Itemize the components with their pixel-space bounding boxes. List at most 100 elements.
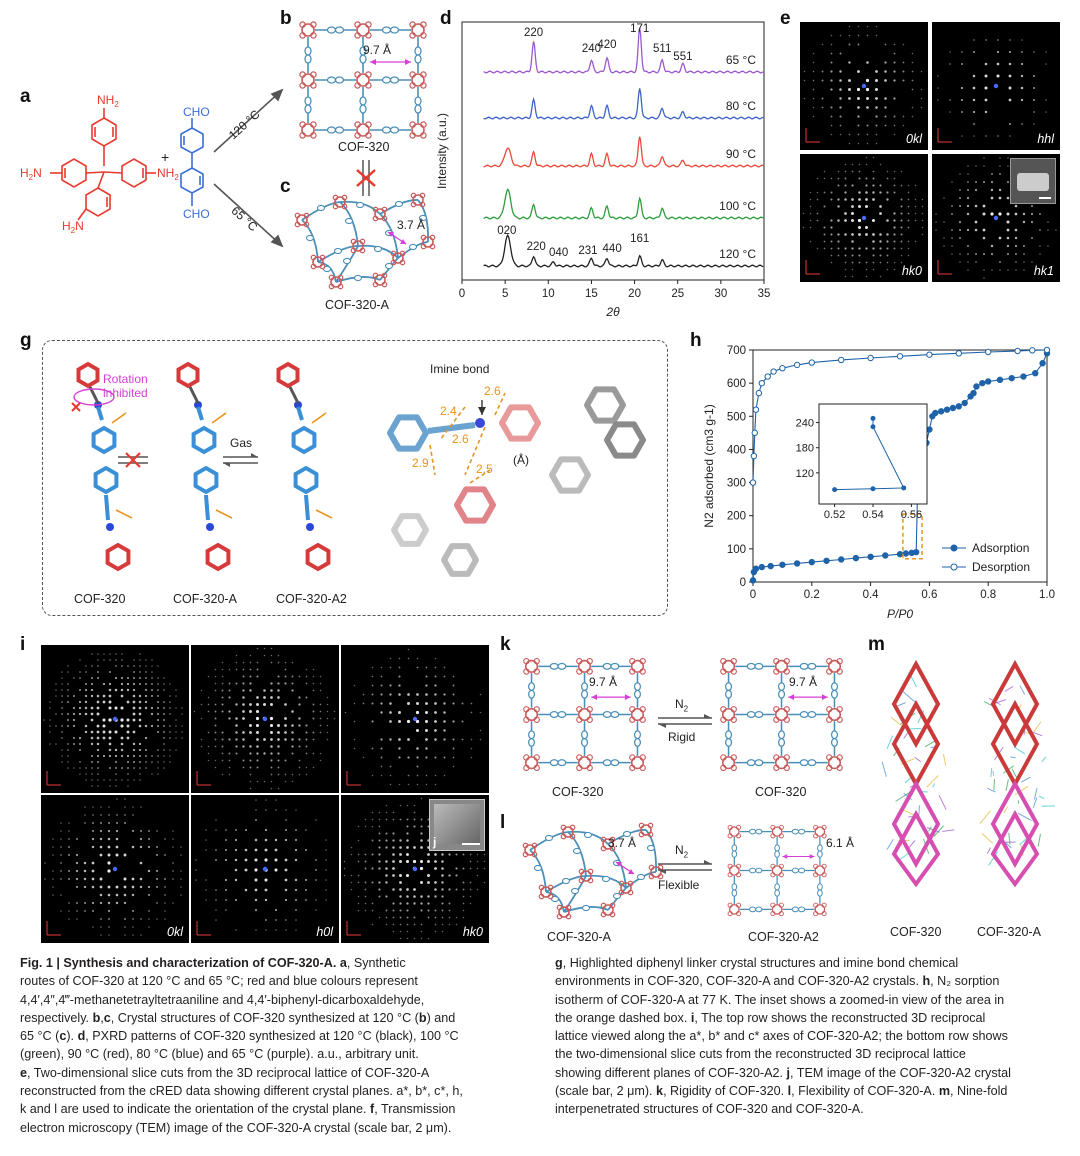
diffraction-spot (61, 707, 63, 709)
diffraction-spot (180, 894, 182, 896)
interpenetrated-structure-cof-320-a (975, 654, 1055, 894)
diffraction-spot (225, 859, 227, 861)
diffraction-spot (477, 861, 479, 863)
diffraction-spot (463, 917, 465, 919)
diffraction-spot (455, 853, 457, 855)
diffraction-spot (937, 75, 939, 77)
ed-tile-hk0: hk0 (800, 154, 928, 282)
diffraction-spot (292, 662, 294, 664)
diffraction-spot (959, 261, 961, 263)
diffraction-spot (990, 212, 993, 215)
diffraction-spot (157, 689, 159, 691)
diffraction-spot (900, 205, 902, 207)
diffraction-spot (873, 262, 875, 264)
diffraction-spot (470, 882, 472, 884)
ed-i-top-3 (341, 645, 489, 793)
peak-index-label: 161 (630, 233, 649, 245)
diffraction-spot (406, 874, 409, 877)
diffraction-spot (60, 862, 62, 864)
legend-marker (951, 545, 957, 551)
diffraction-spot (61, 683, 63, 685)
diffraction-spot (470, 896, 472, 898)
diffraction-spot (127, 761, 129, 763)
diffraction-spot (943, 221, 945, 223)
diffraction-spot (201, 690, 203, 692)
diffraction-spot (100, 886, 103, 889)
diffraction-spot (127, 779, 129, 781)
diffraction-spot (145, 755, 147, 757)
diffraction-spot (417, 775, 419, 777)
diffraction-spot (443, 702, 445, 704)
dist-2-6b: 2.6 (452, 432, 469, 446)
adsorption-point (1009, 375, 1014, 380)
diffraction-spot (441, 881, 443, 883)
diffraction-spot (222, 760, 224, 762)
diffraction-spot (392, 874, 395, 877)
distance-arrow (388, 232, 406, 244)
diffraction-spot (381, 676, 383, 678)
diffraction-spot (44, 862, 46, 864)
diffraction-spot (315, 819, 317, 821)
diffraction-spot (480, 712, 482, 714)
distance-arrow (370, 59, 411, 65)
diffraction-spot (320, 760, 322, 762)
diffraction-spot (148, 918, 150, 920)
diffraction-spot (1033, 123, 1035, 125)
diffraction-spot (872, 198, 875, 201)
diffraction-spot (91, 665, 93, 667)
diffraction-spot (867, 26, 869, 28)
diffraction-spot (109, 749, 111, 751)
diffraction-spot (400, 819, 402, 821)
diffraction-spot (291, 738, 293, 740)
red-framework (993, 664, 1037, 784)
diffraction-spot (257, 648, 259, 650)
diffraction-spot (108, 814, 110, 816)
diffraction-spot (100, 838, 102, 840)
diffraction-spot (103, 683, 105, 685)
diffraction-spot (60, 854, 62, 856)
inset-y-tick-label: 180 (796, 443, 814, 455)
cof-linker (740, 829, 772, 834)
diffraction-spot (229, 753, 231, 755)
cof-linker (315, 27, 356, 33)
diffraction-spot (452, 702, 454, 704)
diffraction-spot (951, 181, 953, 183)
diffraction-spot (434, 702, 437, 705)
diffraction-spot (983, 253, 985, 255)
cof-linker (360, 87, 366, 123)
diffraction-spot (115, 755, 117, 757)
diffraction-spot (215, 690, 217, 692)
diffraction-spot (271, 767, 273, 769)
diffraction-spot (67, 713, 69, 715)
diffraction-spot (365, 861, 367, 863)
diffraction-spot (453, 676, 455, 678)
diffraction-spot (133, 677, 135, 679)
diffraction-spot (921, 89, 923, 91)
diffraction-spot (249, 724, 252, 727)
diffraction-spot (102, 724, 105, 727)
diffraction-spot (425, 738, 428, 741)
diffraction-spot (1039, 245, 1041, 247)
diffraction-spot (109, 671, 111, 673)
diffraction-spot (1021, 39, 1023, 41)
diffraction-spot (133, 671, 135, 673)
diffraction-spot (235, 731, 237, 733)
diffraction-spot (813, 53, 815, 55)
diffraction-spot (108, 894, 111, 897)
diffraction-spot (124, 854, 127, 857)
diffraction-spot (379, 833, 381, 835)
diffraction-spot (109, 659, 111, 661)
diffraction-spot (145, 677, 147, 679)
diffraction-spot (393, 812, 395, 814)
diffraction-spot (236, 662, 238, 664)
diffraction-spot (810, 199, 812, 201)
diffraction-spot (480, 694, 482, 696)
diffraction-spot (463, 882, 465, 884)
diffraction-spot (420, 867, 423, 870)
pxrd-chart: 0 5 10 15 20 25 30 35 2θ Intensity (a.u.) 65 °C 80 … (432, 18, 772, 323)
diffraction-spot (67, 665, 69, 667)
diffraction-spot (371, 867, 373, 869)
diffraction-spot (109, 695, 112, 698)
diffraction-spot (351, 889, 353, 891)
diffraction-spot (345, 712, 347, 714)
